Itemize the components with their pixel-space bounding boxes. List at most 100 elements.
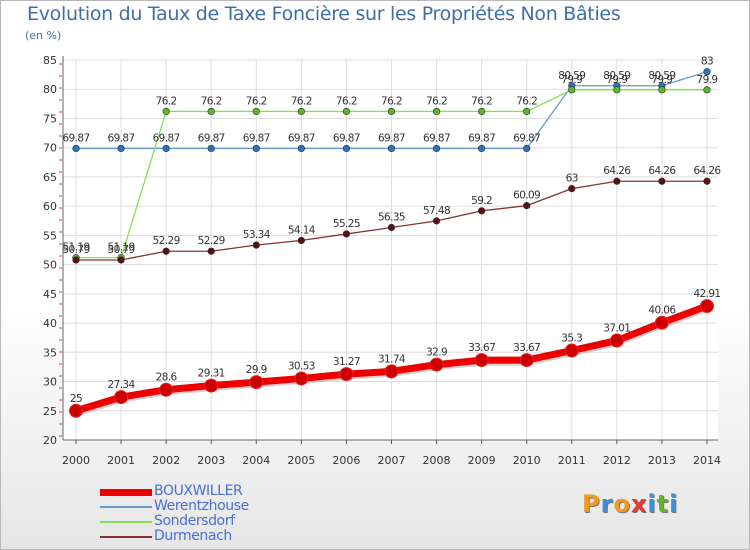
data-label: 59.2 — [471, 195, 492, 207]
y-tick-label: 85 — [43, 54, 57, 67]
data-label: 79.9 — [561, 74, 582, 86]
logo-letter: r — [600, 490, 614, 518]
data-label: 69.87 — [513, 132, 540, 144]
y-tick-label: 60 — [43, 200, 57, 213]
data-point-bouxwiller — [429, 357, 444, 372]
legend-label: Sondersdorf — [154, 513, 235, 529]
data-label: 69.87 — [288, 132, 315, 144]
data-point-durmenach — [117, 256, 125, 264]
data-label: 69.87 — [153, 132, 180, 144]
data-point-durmenach — [432, 217, 441, 225]
data-point-durmenach — [162, 247, 170, 255]
legend: BOUXWILLER Werentzhouse Sondersdorf Durm… — [100, 483, 400, 544]
data-point-sondersdorf — [342, 107, 351, 116]
data-point-sondersdorf — [252, 107, 260, 116]
data-label: 30.53 — [288, 360, 315, 372]
x-tick-label: 2010 — [513, 454, 541, 467]
data-label: 80.59 — [603, 70, 630, 82]
data-point-bouxwiller — [699, 299, 714, 314]
legend-item-sondersdorf[interactable]: Sondersdorf — [100, 513, 400, 529]
y-tick-label: 25 — [43, 405, 57, 418]
data-label: 79.9 — [696, 74, 717, 86]
data-point-bouxwiller — [294, 371, 309, 386]
data-point-sondersdorf — [523, 107, 531, 116]
data-label: 64.26 — [603, 165, 631, 177]
data-label: 55.25 — [333, 218, 360, 230]
data-label: 32.9 — [426, 347, 447, 359]
data-point-durmenach — [478, 207, 486, 215]
data-label: 31.74 — [378, 353, 406, 365]
data-label: 50.79 — [62, 244, 89, 256]
data-label: 28.6 — [156, 372, 178, 384]
data-label: 69.87 — [243, 132, 270, 144]
y-tick-label: 45 — [43, 288, 57, 301]
data-point-sondersdorf — [432, 107, 441, 116]
data-label: 57.48 — [423, 205, 450, 217]
data-point-durmenach — [342, 230, 351, 238]
data-label: 35.3 — [561, 333, 582, 345]
data-label: 69.87 — [198, 132, 225, 144]
x-tick-label: 2000 — [62, 454, 90, 467]
data-point-sondersdorf — [387, 107, 396, 116]
legend-swatch — [100, 536, 152, 538]
legend-swatch — [100, 489, 152, 496]
data-label: 69.87 — [378, 132, 405, 144]
data-label: 29.9 — [246, 364, 267, 376]
data-point-bouxwiller — [519, 353, 534, 368]
y-tick-label: 20 — [43, 434, 57, 447]
axes: 20 25 30 35 40 45 50 55 60 65 70 75 80 85 2000 2001 2002… — [43, 54, 721, 467]
data-label: 25 — [70, 393, 82, 405]
logo-letter: t — [656, 490, 670, 518]
data-point-durmenach — [613, 177, 621, 185]
data-label: 64.26 — [693, 165, 721, 177]
data-point-werentzhouse — [387, 144, 396, 153]
x-tick-label: 2011 — [558, 454, 586, 467]
x-tick-label: 2013 — [648, 454, 676, 467]
data-point-werentzhouse — [342, 144, 351, 153]
x-tick-label: 2002 — [152, 454, 180, 467]
data-point-durmenach — [72, 256, 80, 264]
data-point-durmenach — [703, 177, 711, 185]
y-tick-label: 40 — [43, 317, 57, 330]
data-point-bouxwiller — [159, 382, 174, 397]
legend-swatch — [100, 506, 152, 508]
data-label: 60.09 — [513, 190, 540, 202]
data-label: 76.2 — [336, 95, 357, 107]
x-tick-label: 2004 — [242, 454, 270, 467]
data-point-werentzhouse — [252, 144, 260, 153]
logo-letter: o — [613, 490, 631, 518]
x-tick-label: 2008 — [423, 454, 451, 467]
data-point-werentzhouse — [297, 144, 305, 153]
data-point-sondersdorf — [297, 107, 305, 116]
data-point-sondersdorf — [478, 107, 486, 116]
y-tick-label: 35 — [43, 346, 57, 359]
data-label: 76.2 — [201, 95, 222, 107]
data-point-durmenach — [252, 241, 260, 249]
data-label: 69.87 — [468, 132, 495, 144]
data-point-durmenach — [658, 177, 666, 185]
legend-item-werentzhouse[interactable]: Werentzhouse — [100, 498, 400, 514]
data-point-werentzhouse — [523, 144, 531, 153]
logo-letter: i — [669, 490, 679, 518]
y-unit-label: (en %) — [25, 29, 62, 42]
data-label: 69.87 — [62, 132, 89, 144]
data-label: 76.2 — [381, 95, 402, 107]
x-tick-label: 2012 — [603, 454, 631, 467]
data-point-bouxwiller — [339, 367, 354, 382]
data-point-werentzhouse — [162, 144, 170, 153]
legend-item-durmenach[interactable]: Durmenach — [100, 528, 400, 544]
data-point-bouxwiller — [114, 390, 129, 405]
data-point-sondersdorf — [613, 86, 621, 94]
data-point-durmenach — [387, 223, 396, 232]
data-label: 42.91 — [693, 288, 720, 300]
data-label: 33.67 — [513, 342, 540, 354]
data-point-bouxwiller — [654, 315, 669, 330]
data-label: 63 — [566, 173, 578, 185]
data-point-durmenach — [568, 185, 576, 193]
logo-letter: i — [647, 490, 657, 518]
y-tick-label: 65 — [43, 171, 57, 184]
proxiti-logo[interactable]: Proxiti — [582, 490, 678, 518]
data-point-bouxwiller — [69, 403, 83, 418]
legend-item-bouxwiller[interactable]: BOUXWILLER — [100, 483, 400, 499]
data-point-werentzhouse — [72, 144, 80, 153]
